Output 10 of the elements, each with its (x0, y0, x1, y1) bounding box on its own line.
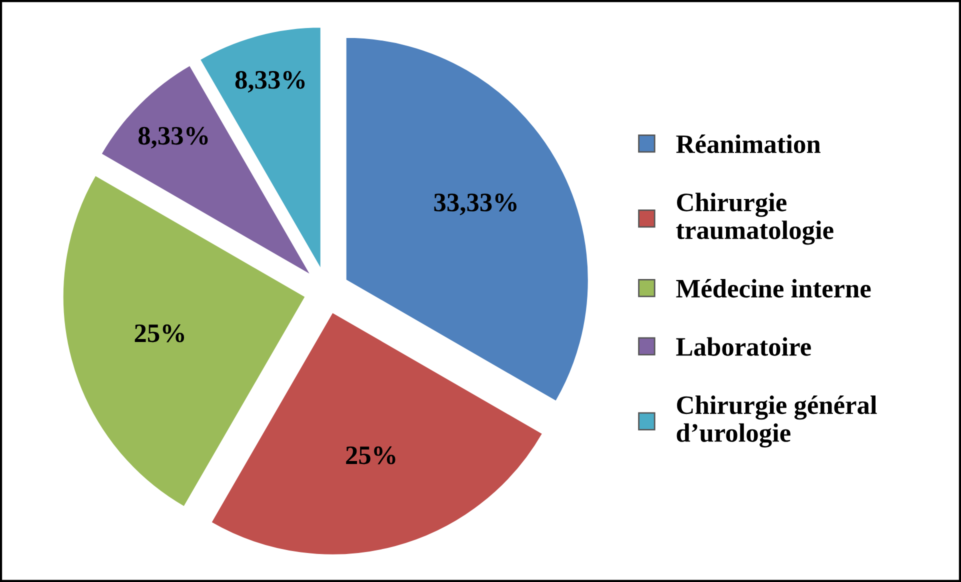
legend-label: Réanimation (676, 134, 820, 154)
data-label: 25% (134, 324, 184, 342)
data-label: 33,33% (434, 194, 517, 216)
data-label: 8,33% (138, 126, 208, 149)
legend-label: Chirurgie traumatologie (676, 192, 834, 245)
legend-label: Laboratoire (676, 337, 811, 356)
data-label: 25% (346, 446, 396, 464)
legend-label: Médecine interne (676, 278, 871, 298)
data-label: 8,33% (235, 70, 305, 93)
legend-label: Chirurgie général d’urologie (676, 395, 877, 448)
